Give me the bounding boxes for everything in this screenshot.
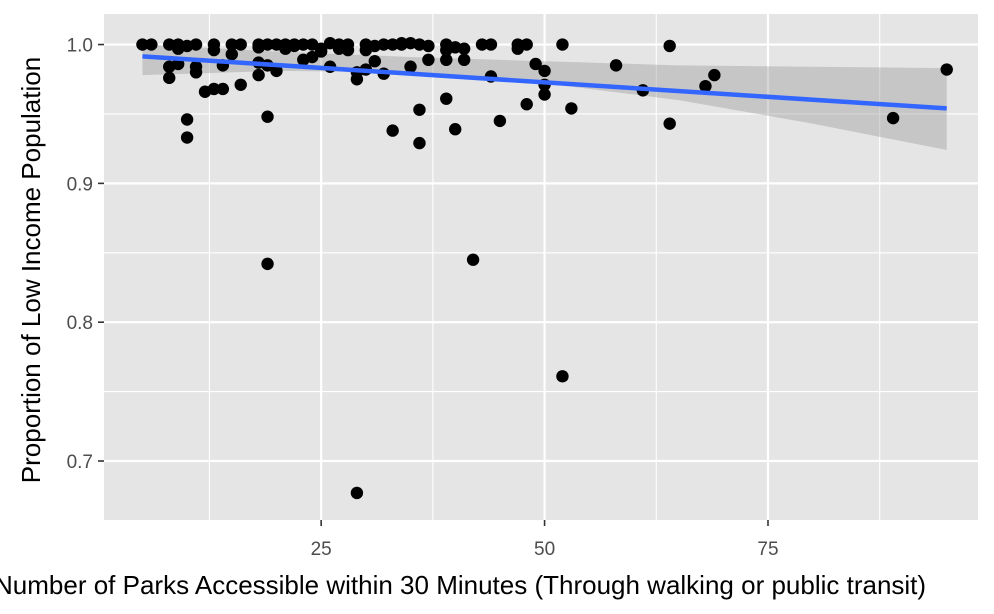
data-point — [440, 53, 453, 67]
data-point — [556, 370, 569, 383]
data-point — [261, 38, 274, 51]
data-point — [341, 43, 355, 57]
data-point — [457, 53, 471, 67]
data-point — [413, 136, 426, 150]
data-point — [520, 98, 533, 111]
minor-grid — [104, 14, 978, 520]
x-axis-title: Number of Parks Accessible within 30 Min… — [0, 570, 926, 600]
data-point — [940, 63, 953, 76]
data-point — [708, 68, 721, 82]
y-axis-title: Proportion of Low Income Population — [16, 57, 46, 483]
data-point — [556, 38, 569, 51]
data-point — [413, 103, 426, 116]
data-point — [457, 42, 471, 55]
data-point — [189, 60, 203, 73]
data-point — [261, 257, 274, 271]
data-point — [449, 123, 462, 136]
data-point — [422, 53, 435, 67]
data-point — [163, 71, 176, 85]
data-point — [529, 57, 542, 71]
data-point — [377, 38, 390, 51]
data-point — [699, 79, 712, 93]
data-point — [663, 117, 676, 130]
data-point — [216, 82, 230, 96]
data-point — [207, 38, 221, 51]
x-tick-label: 25 — [311, 539, 332, 560]
data-point — [145, 38, 158, 51]
data-point — [538, 88, 551, 101]
y-tick-label: 0.9 — [67, 174, 93, 195]
data-point — [189, 38, 203, 51]
data-point — [261, 110, 274, 123]
data-point — [484, 38, 498, 51]
data-point — [171, 42, 185, 55]
data-point — [466, 253, 480, 266]
data-point — [565, 102, 578, 115]
data-point — [234, 38, 247, 51]
data-point — [314, 45, 328, 58]
data-point — [493, 114, 507, 128]
data-point — [270, 64, 283, 78]
data-point — [180, 131, 194, 144]
data-point — [538, 64, 551, 78]
y-axis: 0.7 0.8 0.9 1.0 — [67, 36, 104, 473]
data-point — [395, 36, 408, 50]
data-point — [520, 38, 533, 51]
data-point — [225, 48, 238, 61]
data-point — [234, 78, 247, 91]
data-point — [252, 68, 265, 82]
x-tick-label: 50 — [534, 539, 555, 560]
data-point — [207, 82, 221, 96]
data-point — [368, 54, 381, 68]
data-point — [306, 50, 319, 64]
data-point — [350, 486, 364, 500]
data-point — [886, 111, 900, 125]
data-point — [180, 113, 194, 126]
y-tick-label: 0.8 — [67, 313, 93, 334]
x-axis: 25 50 75 — [311, 520, 779, 560]
data-point — [136, 38, 149, 51]
data-point — [297, 38, 310, 51]
trend-line — [142, 54, 947, 111]
data-point — [609, 59, 623, 72]
data-point — [225, 38, 238, 51]
data-point — [422, 39, 435, 53]
y-tick-label: 1.0 — [67, 36, 93, 57]
data-point — [386, 124, 399, 137]
data-point — [663, 39, 676, 53]
data-point — [475, 38, 489, 51]
y-tick-label: 0.7 — [67, 452, 93, 473]
x-tick-label: 75 — [757, 539, 778, 560]
data-point — [440, 92, 453, 105]
data-point — [404, 60, 417, 73]
